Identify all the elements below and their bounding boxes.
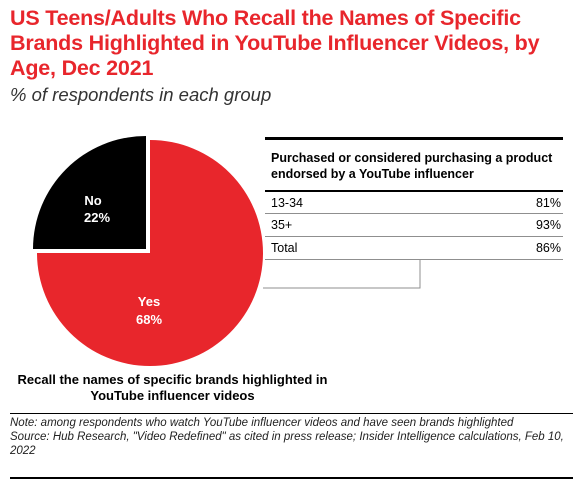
pie-value-yes: 68%: [136, 312, 162, 327]
table-header: Purchased or considered purchasing a pro…: [271, 151, 553, 181]
pie-slice-yes: [37, 140, 263, 366]
footer-notes: Note: among respondents who watch YouTub…: [10, 416, 570, 458]
pie-label-no: No: [84, 193, 101, 208]
note-text: Note: among respondents who watch YouTub…: [10, 417, 514, 429]
chart-title: US Teens/Adults Who Recall the Names of …: [10, 6, 540, 80]
row-label: 13-34: [271, 196, 303, 210]
row-label: Total: [271, 241, 298, 255]
row-value: 93%: [535, 218, 561, 232]
row-label: 35+: [271, 218, 293, 232]
pie-connector-line: [263, 260, 421, 289]
table-top-rule: [265, 137, 563, 140]
table-row: 35+ 93%: [265, 213, 563, 236]
footer-divider: [10, 413, 573, 414]
table-bottom-rule: [265, 259, 563, 260]
table-row: Total 86%: [265, 236, 563, 259]
chart-subtitle: % of respondents in each group: [10, 84, 272, 105]
pie-slice-no: [33, 136, 146, 249]
source-text: Source: Hub Research, "Video Redefined" …: [10, 431, 564, 457]
purchase-table: Purchased or considered purchasing a pro…: [265, 137, 563, 260]
pie-value-no: 22%: [84, 210, 110, 225]
pie-label-yes: Yes: [138, 294, 160, 309]
footer-bottom-rule: [10, 477, 573, 479]
table-row: 13-34 81%: [265, 190, 563, 213]
row-value: 86%: [535, 241, 561, 255]
pie-caption: Recall the names of specific brands high…: [17, 372, 328, 403]
row-value: 81%: [535, 196, 561, 210]
